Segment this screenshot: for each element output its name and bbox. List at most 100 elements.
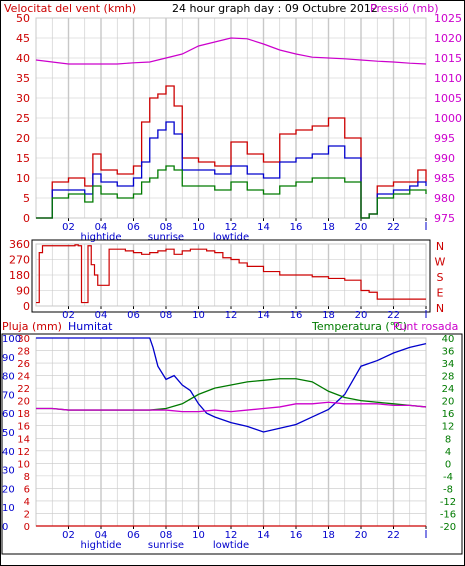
- series-line-magenta: [35, 37, 427, 65]
- pressure-label: Pressió (mb): [370, 2, 439, 15]
- x-tick-label: 20: [355, 530, 368, 541]
- x-tick-label: 04: [95, 222, 108, 233]
- x-tick-label: 06: [127, 310, 140, 321]
- y-tick-label-rain: 18: [17, 409, 30, 420]
- x-tick-label: 18: [322, 530, 335, 541]
- y-tick-label-left: 45: [16, 32, 30, 45]
- compass-label: S: [437, 271, 444, 284]
- y-tick-label-right: 1015: [434, 52, 462, 65]
- x-tick-label: 12: [225, 530, 238, 541]
- x-tick-label: 02: [62, 530, 75, 541]
- series-line-humitat: [36, 337, 427, 433]
- y-tick-label-right: 1010: [434, 72, 462, 85]
- x-tick-label: 02: [62, 222, 75, 233]
- y-tick-label-right: 4: [445, 447, 451, 458]
- y-tick-label-right: 36: [442, 347, 455, 358]
- y-tick-label-rain: 14: [17, 434, 30, 445]
- x-tick-label: 22: [387, 222, 400, 233]
- y-tick-label-left: 5: [23, 192, 30, 205]
- x-annotation-label: sunrise: [148, 232, 184, 243]
- y-tick-label-humidity: 60: [2, 409, 15, 420]
- y-tick-label-right: -4: [443, 472, 453, 483]
- y-tick-label-right: 975: [434, 212, 455, 225]
- y-tick-label-rain: 16: [17, 422, 30, 433]
- panel-border: [1, 333, 463, 555]
- compass-label: W: [435, 256, 446, 269]
- y-tick-label-humidity: 80: [2, 372, 15, 383]
- x-annotation-label: hightide: [80, 540, 121, 551]
- y-tick-label-humidity: 50: [2, 428, 15, 439]
- x-tick-label: 06: [127, 222, 140, 233]
- y-tick-label-rain: 20: [17, 397, 30, 408]
- x-annotation-label: sunrise: [148, 540, 184, 551]
- x-tick-label: 16: [290, 222, 303, 233]
- y-tick-label-rain: 24: [17, 372, 30, 383]
- x-tick-label: 18: [322, 310, 335, 321]
- wind-speed-label: Velocitat del vent (kmh): [4, 2, 136, 15]
- x-tick-label: 10: [192, 222, 205, 233]
- y-tick-label-right: 1000: [434, 112, 462, 125]
- y-tick-label-right: -20: [440, 522, 456, 533]
- y-tick-label-right: -8: [443, 484, 453, 495]
- wind-direction-line: [36, 244, 426, 304]
- x-tick-label: 22: [387, 530, 400, 541]
- x-tick-label: 04: [95, 530, 108, 541]
- y-tick-label-left: 20: [16, 132, 30, 145]
- y-tick-label-humidity: 40: [2, 447, 15, 458]
- y-tick-label-right: 980: [434, 192, 455, 205]
- chart-title: 24 hour graph day : 09 Octubre 2012: [172, 2, 378, 15]
- y-tick-label-left: 40: [16, 52, 30, 65]
- y-tick-label-right: 24: [442, 384, 455, 395]
- x-tick-label: 08: [160, 530, 173, 541]
- x-tick-label: 06: [127, 530, 140, 541]
- x-tick-label: 08: [160, 310, 173, 321]
- y-tick-label-right: 1005: [434, 92, 462, 105]
- x-tick-label: 16: [290, 310, 303, 321]
- x-tick-label: 20: [355, 222, 368, 233]
- y-tick-label-humidity: 0: [2, 522, 8, 533]
- x-tick-label: 04: [95, 310, 108, 321]
- y-tick-label-rain: 8: [24, 472, 30, 483]
- compass-label: N: [436, 302, 444, 315]
- x-tick-label: 14: [257, 310, 270, 321]
- y-tick-label-right: 34: [442, 359, 455, 370]
- y-tick-label-humidity: 30: [2, 466, 15, 477]
- compass-label: E: [437, 287, 444, 300]
- y-tick-label-rain: 22: [17, 384, 30, 395]
- y-tick-label-left: 35: [16, 72, 30, 85]
- x-annotation-label: lowtide: [213, 232, 249, 243]
- wind-pressure-chart: 02 04 06 08 10 12 14 16 18 20 22 hightide sunrise low…: [16, 12, 462, 243]
- series-line-punt-rosada: [36, 401, 427, 413]
- x-tick-label: 02: [62, 310, 75, 321]
- y-tick-label-left: 0: [23, 212, 30, 225]
- series-line-green: [36, 165, 427, 219]
- y-tick-label-right: 8: [445, 434, 451, 445]
- temperature-label: Temperatura (°C): [311, 320, 407, 333]
- x-tick-label: 10: [192, 530, 205, 541]
- panel-border: [31, 239, 431, 313]
- rain-label: Pluja (mm): [2, 320, 62, 333]
- y-tick-label-rain: 4: [24, 497, 30, 508]
- x-tick-label: 14: [257, 530, 270, 541]
- x-tick-label: 20: [355, 310, 368, 321]
- humidity-label: Humitat: [68, 320, 113, 333]
- dewpoint-label: Punt rosada: [393, 320, 458, 333]
- x-annotation-label: lowtide: [213, 540, 249, 551]
- x-tick-label: 18: [322, 222, 335, 233]
- y-tick-label-right: -16: [440, 509, 456, 520]
- y-tick-label-left: 270: [9, 254, 30, 267]
- x-annotation-label: hightide: [80, 232, 121, 243]
- y-tick-label-left: 360: [9, 238, 30, 251]
- y-tick-label-rain: 26: [17, 359, 30, 370]
- x-tick-label: 12: [225, 222, 238, 233]
- y-tick-label-left: 15: [16, 152, 30, 165]
- y-tick-label-rain: 10: [17, 459, 30, 470]
- y-tick-label-rain: 0: [24, 522, 30, 533]
- y-tick-label-left: 180: [9, 269, 30, 282]
- y-tick-label-left: 50: [16, 12, 30, 25]
- x-tick-label: 08: [160, 222, 173, 233]
- y-tick-label-left: 90: [16, 285, 30, 298]
- y-tick-label-left: 10: [16, 172, 30, 185]
